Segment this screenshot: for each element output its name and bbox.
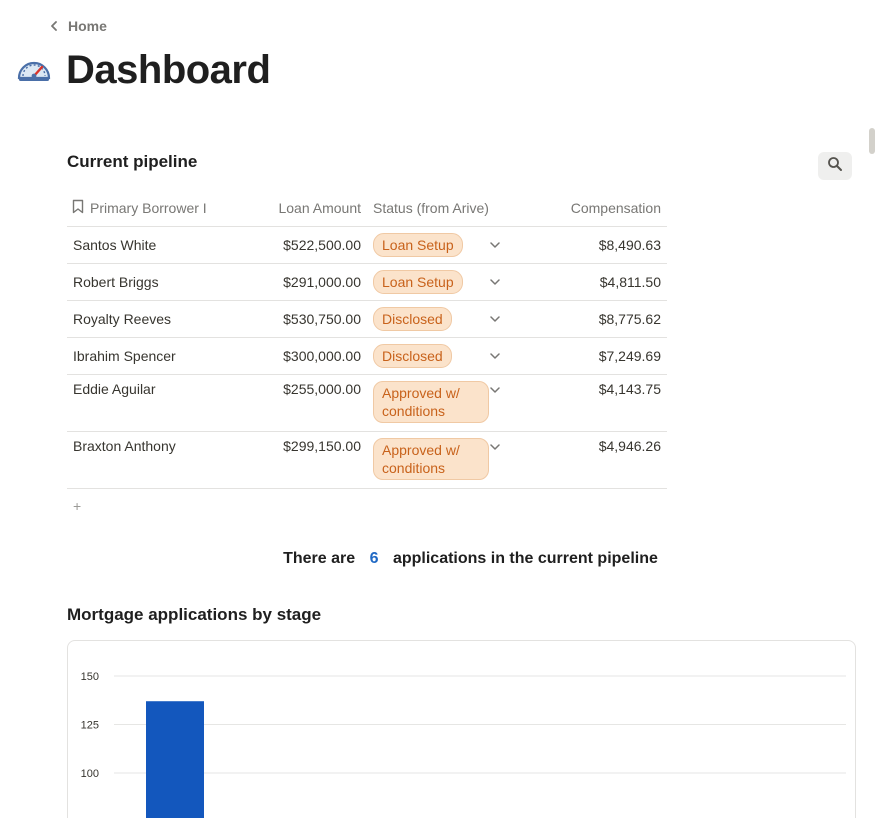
status-cell[interactable]: Approved w/ conditions xyxy=(361,381,507,423)
scrollbar-thumb[interactable] xyxy=(869,128,875,154)
column-header-borrower[interactable]: Primary Borrower I xyxy=(67,199,217,217)
table-row[interactable]: Robert Briggs $291,000.00 Loan Setup $4,… xyxy=(67,264,667,301)
bookmark-icon xyxy=(72,199,84,217)
y-tick-label: 100 xyxy=(81,768,99,780)
borrower-name: Ibrahim Spencer xyxy=(73,348,176,364)
pipeline-title: Current pipeline xyxy=(67,152,198,171)
summary-count: 6 xyxy=(369,550,379,567)
search-button[interactable] xyxy=(818,152,852,180)
chevron-down-icon[interactable] xyxy=(489,381,501,399)
column-header-compensation[interactable]: Compensation xyxy=(570,200,661,216)
y-tick-label: 75 xyxy=(87,817,99,818)
compensation: $8,490.63 xyxy=(598,237,661,253)
status-badge: Disclosed xyxy=(373,307,452,331)
status-cell[interactable]: Disclosed xyxy=(361,307,507,331)
pipeline-table: Primary Borrower I Loan Amount Status (f… xyxy=(67,190,667,523)
chevron-down-icon[interactable] xyxy=(489,236,501,254)
summary-suffix: applications in the current pipeline xyxy=(392,550,658,567)
table-row[interactable]: Ibrahim Spencer $300,000.00 Disclosed $7… xyxy=(67,338,667,375)
table-header: Primary Borrower I Loan Amount Status (f… xyxy=(67,190,667,227)
compensation: $7,249.69 xyxy=(598,348,661,364)
compensation: $4,811.50 xyxy=(599,274,661,290)
chevron-down-icon[interactable] xyxy=(489,438,501,456)
loan-amount: $291,000.00 xyxy=(283,274,361,290)
breadcrumb[interactable]: Home xyxy=(48,16,107,36)
column-header-borrower-label: Primary Borrower I xyxy=(90,200,207,216)
loan-amount: $300,000.00 xyxy=(283,348,361,364)
status-badge: Approved w/ conditions xyxy=(373,381,490,423)
status-cell[interactable]: Loan Setup xyxy=(361,270,507,294)
chevron-down-icon[interactable] xyxy=(489,273,501,291)
compensation: $4,143.75 xyxy=(598,381,661,397)
table-row[interactable]: Royalty Reeves $530,750.00 Disclosed $8,… xyxy=(67,301,667,338)
loan-amount: $299,150.00 xyxy=(283,438,361,454)
chevron-left-icon xyxy=(48,16,60,36)
table-row[interactable]: Braxton Anthony $299,150.00 Approved w/ … xyxy=(67,432,667,489)
borrower-name: Braxton Anthony xyxy=(73,438,176,454)
loan-amount: $255,000.00 xyxy=(283,381,361,397)
borrower-name: Robert Briggs xyxy=(73,274,159,290)
y-tick-label: 125 xyxy=(81,720,99,732)
borrower-name: Royalty Reeves xyxy=(73,311,172,327)
status-cell[interactable]: Approved w/ conditions xyxy=(361,438,507,480)
column-header-amount[interactable]: Loan Amount xyxy=(278,200,361,216)
status-badge: Loan Setup xyxy=(373,270,463,294)
y-tick-label: 150 xyxy=(81,671,99,683)
borrower-name: Santos White xyxy=(73,237,157,253)
breadcrumb-home-link[interactable]: Home xyxy=(68,18,107,34)
compensation: $8,775.62 xyxy=(598,311,661,327)
loan-amount: $530,750.00 xyxy=(283,311,361,327)
table-row[interactable]: Santos White $522,500.00 Loan Setup $8,4… xyxy=(67,227,667,264)
status-badge: Loan Setup xyxy=(373,233,463,257)
page-header: Dashboard xyxy=(16,44,271,96)
speedometer-icon xyxy=(16,52,52,88)
scrollbar[interactable] xyxy=(869,128,875,818)
table-row[interactable]: Eddie Aguilar $255,000.00 Approved w/ co… xyxy=(67,375,667,432)
chart-section-title: Mortgage applications by stage xyxy=(67,605,322,624)
add-row-button[interactable]: + xyxy=(73,498,82,514)
bar-chart: 75 100 125 150 xyxy=(81,671,846,818)
search-icon xyxy=(827,156,843,177)
chevron-down-icon[interactable] xyxy=(489,310,501,328)
page-title: Dashboard xyxy=(66,48,271,92)
pipeline-summary: There are 6 applications in the current … xyxy=(0,550,881,568)
chart-container: 75 100 125 150 xyxy=(67,640,856,818)
status-cell[interactable]: Loan Setup xyxy=(361,233,507,257)
borrower-name: Eddie Aguilar xyxy=(73,381,156,397)
compensation: $4,946.26 xyxy=(598,438,661,454)
status-cell[interactable]: Disclosed xyxy=(361,344,507,368)
status-badge: Approved w/ conditions xyxy=(373,438,490,480)
status-badge: Disclosed xyxy=(373,344,452,368)
loan-amount: $522,500.00 xyxy=(283,237,361,253)
chevron-down-icon[interactable] xyxy=(489,347,501,365)
summary-prefix: There are xyxy=(283,550,356,567)
chart-bar[interactable] xyxy=(146,701,204,818)
column-header-status[interactable]: Status (from Arive) xyxy=(373,200,489,216)
